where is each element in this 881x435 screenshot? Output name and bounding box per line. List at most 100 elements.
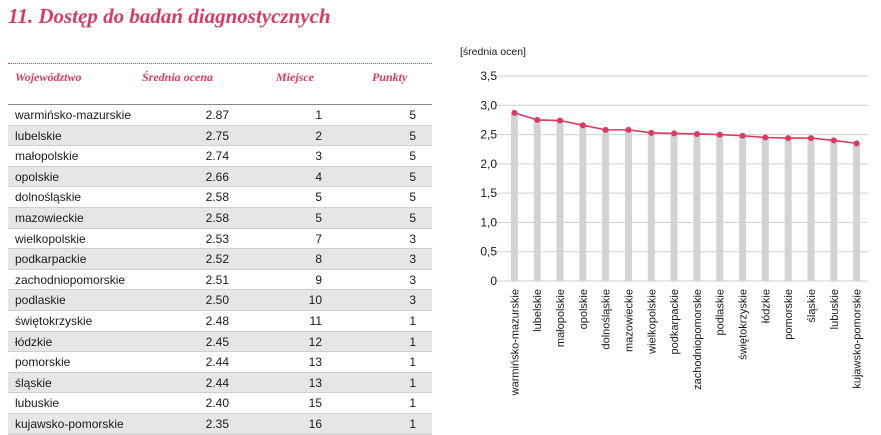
cell-points: 3: [409, 231, 416, 246]
table-row: dolnośląskie 2.58 5 5: [8, 187, 432, 208]
cell-place: 2: [315, 128, 322, 143]
cell-place: 13: [308, 355, 322, 370]
cell-region: lubuskie: [15, 396, 60, 411]
x-tick-label: świętokrzyskie: [738, 289, 750, 360]
x-tick-label: mazowieckie: [623, 289, 635, 352]
cell-avg: 2.87: [205, 108, 229, 122]
data-point: [625, 126, 632, 133]
table-row: podkarpackie 2.52 8 3: [8, 249, 432, 270]
cell-points: 5: [409, 149, 416, 164]
data-point: [716, 131, 723, 138]
cell-points: 1: [409, 355, 416, 370]
cell-avg: 2.58: [205, 190, 229, 205]
data-point: [511, 109, 518, 116]
data-point: [648, 129, 655, 136]
cell-points: 3: [409, 272, 416, 287]
data-point: [785, 135, 792, 142]
data-point: [739, 132, 746, 139]
x-tick-label: dolnośląskie: [601, 289, 613, 350]
cell-avg: 2.74: [205, 149, 229, 164]
data-point: [830, 137, 837, 144]
x-tick-label: małopolskie: [555, 289, 567, 347]
cell-place: 7: [315, 231, 322, 246]
cell-region: zachodniopomorskie: [15, 272, 126, 287]
cell-region: warmińsko-mazurskie: [15, 108, 132, 122]
cell-place: 5: [315, 210, 322, 225]
cell-place: 3: [315, 149, 322, 164]
bar: [602, 129, 610, 281]
cell-avg: 2.66: [205, 169, 229, 184]
data-point: [557, 117, 564, 124]
bar: [739, 135, 747, 281]
bar: [510, 112, 518, 282]
cell-points: 5: [409, 190, 416, 205]
table-row: lubuskie 2.40 15 1: [8, 393, 432, 414]
bar: [761, 137, 769, 281]
data-point: [671, 130, 678, 137]
cell-points: 5: [409, 210, 416, 225]
cell-region: wielkopolskie: [15, 231, 86, 246]
table-row: warmińsko-mazurskie 2.87 1 5: [8, 105, 432, 126]
table-row: małopolskie 2.74 3 5: [8, 146, 432, 167]
data-point: [853, 140, 860, 147]
table-row: łódzkie 2.45 12 1: [8, 331, 432, 353]
cell-region: dolnośląskie: [15, 190, 82, 205]
cell-avg: 2.50: [205, 293, 229, 308]
header-place: Miejsce: [276, 70, 314, 84]
bar: [579, 125, 587, 281]
x-tick-label: zachodniopomorskie: [692, 289, 704, 390]
cell-points: 3: [409, 252, 416, 267]
cell-region: kujawsko-pomorskie: [15, 416, 124, 431]
x-tick-label: warmińsko-mazurskie: [509, 289, 521, 396]
cell-avg: 2.53: [205, 231, 229, 246]
y-tick-label: 1,5: [480, 186, 497, 200]
average-rating-chart: [średnia ocen] 0 0,5 1,0 1,5 2,0 2,5 3,0 3,5 warm…: [460, 46, 868, 396]
cell-place: 5: [315, 190, 322, 205]
cell-avg: 2.52: [205, 252, 229, 267]
table-row: zachodniopomorskie 2.51 9 3: [8, 270, 432, 291]
header-points: Punkty: [372, 70, 408, 84]
cell-points: 1: [409, 375, 416, 390]
cell-points: 5: [409, 128, 416, 143]
bar: [647, 132, 655, 281]
cell-avg: 2.48: [205, 313, 229, 328]
cell-avg: 2.44: [205, 355, 229, 370]
y-tick-label: 3,5: [480, 69, 497, 83]
table-row: mazowieckie 2.58 5 5: [8, 207, 432, 229]
cell-region: opolskie: [15, 169, 60, 184]
cell-avg: 2.58: [205, 210, 229, 225]
header-region: Województwo: [15, 70, 82, 84]
table-row: pomorskie 2.44 13 1: [8, 352, 432, 373]
cell-region: lubelskie: [15, 128, 62, 143]
bar: [807, 138, 815, 281]
y-tick-label: 3,0: [480, 98, 497, 112]
cell-avg: 2.40: [205, 396, 229, 411]
data-point: [762, 134, 769, 141]
cell-place: 10: [308, 293, 322, 308]
x-tick-label: kujawsko-pomorskie: [852, 289, 864, 389]
cell-points: 1: [409, 313, 416, 328]
bar: [693, 133, 701, 281]
cell-avg: 2.75: [205, 128, 229, 143]
cell-place: 16: [308, 416, 322, 431]
cell-avg: 2.35: [205, 416, 229, 431]
table-row: świętokrzyskie 2.48 11 1: [8, 311, 432, 332]
series-line: [514, 112, 857, 145]
table-row: opolskie 2.66 4 5: [8, 166, 432, 188]
cell-avg: 2.45: [205, 334, 229, 349]
cell-points: 1: [409, 396, 416, 411]
cell-place: 4: [315, 169, 322, 184]
cell-place: 12: [308, 334, 322, 349]
table-row: kujawsko-pomorskie 2.35 16 1: [8, 413, 432, 435]
table-row: podlaskie 2.50 10 3: [8, 290, 432, 311]
bar: [716, 134, 724, 281]
x-tick-label: podlaskie: [715, 289, 727, 335]
bar: [556, 120, 564, 281]
x-tick-label: łódzkie: [760, 289, 772, 323]
x-tick-label: podkarpackie: [669, 289, 681, 354]
page-title: 11. Dostęp do badań diagnostycznych: [8, 4, 331, 28]
y-tick-label: 0,5: [480, 245, 497, 259]
bar: [853, 143, 861, 281]
y-tick-label: 1,0: [480, 215, 497, 229]
cell-points: 5: [409, 108, 416, 122]
